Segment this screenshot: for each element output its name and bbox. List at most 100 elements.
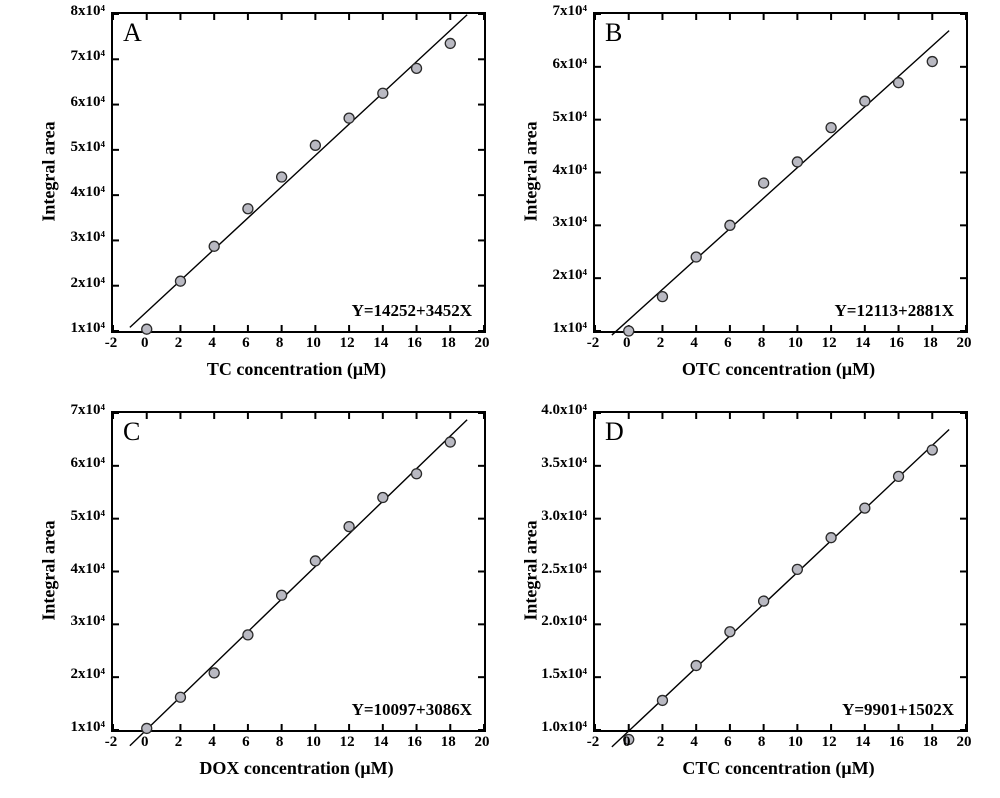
plot-frame (593, 411, 968, 732)
data-marker (412, 63, 422, 73)
y-tick-label: 6x10⁴ (71, 94, 106, 111)
x-tick-label: 0 (133, 734, 157, 751)
data-marker (657, 695, 667, 705)
plot-frame (111, 12, 486, 333)
data-marker (725, 220, 735, 230)
data-marker (243, 630, 253, 640)
y-tick-label: 1.5x10⁴ (541, 666, 587, 683)
x-axis-label: TC concentration (μM) (111, 359, 482, 380)
y-tick-label: 2.0x10⁴ (541, 613, 587, 630)
y-tick-label: 3x10⁴ (71, 613, 106, 630)
panel-B: -2024681012141618201x10⁴2x10⁴3x10⁴4x10⁴5… (515, 0, 982, 399)
x-tick-label: -2 (581, 734, 605, 751)
panel-C: -2024681012141618201x10⁴2x10⁴3x10⁴4x10⁴5… (33, 399, 500, 798)
data-marker (277, 590, 287, 600)
x-axis-label: CTC concentration (μM) (593, 758, 964, 779)
data-marker (657, 292, 667, 302)
x-tick-label: 6 (234, 335, 258, 352)
y-tick-label: 3x10⁴ (71, 229, 106, 246)
data-marker (310, 140, 320, 150)
data-marker (445, 38, 455, 48)
x-tick-label: 2 (648, 335, 672, 352)
x-tick-label: 10 (783, 734, 807, 751)
y-axis-label: Integral area (39, 121, 60, 221)
x-tick-label: 18 (918, 734, 942, 751)
x-tick-label: 18 (436, 734, 460, 751)
data-marker (142, 324, 152, 334)
x-tick-label: 6 (716, 335, 740, 352)
plot-svg (113, 14, 484, 331)
data-marker (792, 157, 802, 167)
x-tick-label: 12 (817, 335, 841, 352)
y-tick-label: 1x10⁴ (71, 320, 106, 337)
x-tick-label: 4 (200, 335, 224, 352)
plot-frame (111, 411, 486, 732)
fit-line (612, 31, 949, 335)
x-tick-label: 2 (648, 734, 672, 751)
y-tick-label: 8x10⁴ (71, 3, 106, 20)
data-marker (927, 445, 937, 455)
x-axis-label: DOX concentration (μM) (111, 758, 482, 779)
x-tick-label: 2 (166, 734, 190, 751)
x-tick-label: 20 (952, 335, 976, 352)
x-tick-label: 4 (682, 734, 706, 751)
y-tick-label: 7x10⁴ (553, 3, 588, 20)
y-tick-label: 1x10⁴ (553, 320, 588, 337)
y-tick-label: 3x10⁴ (553, 214, 588, 231)
x-tick-label: 14 (851, 734, 875, 751)
y-axis-label: Integral area (521, 121, 542, 221)
x-tick-label: 20 (470, 335, 494, 352)
x-tick-label: 20 (470, 734, 494, 751)
data-marker (445, 437, 455, 447)
y-tick-label: 5x10⁴ (553, 109, 588, 126)
data-marker (175, 276, 185, 286)
plot-frame (593, 12, 968, 333)
y-axis-label: Integral area (39, 520, 60, 620)
data-marker (142, 723, 152, 733)
plot-svg (113, 413, 484, 730)
data-marker (344, 113, 354, 123)
x-tick-label: -2 (99, 335, 123, 352)
fit-equation: Y=12113+2881X (835, 301, 955, 321)
x-tick-label: 8 (750, 335, 774, 352)
data-marker (860, 96, 870, 106)
x-tick-label: 18 (436, 335, 460, 352)
panel-letter: A (123, 18, 142, 48)
y-tick-label: 6x10⁴ (71, 455, 106, 472)
x-tick-label: 16 (403, 734, 427, 751)
x-tick-label: 16 (403, 335, 427, 352)
y-tick-label: 2x10⁴ (71, 275, 106, 292)
data-marker (310, 556, 320, 566)
data-marker (243, 204, 253, 214)
x-tick-label: 12 (335, 335, 359, 352)
x-tick-label: 0 (615, 734, 639, 751)
data-marker (691, 252, 701, 262)
data-marker (826, 533, 836, 543)
x-tick-label: 6 (716, 734, 740, 751)
x-tick-label: 12 (817, 734, 841, 751)
x-tick-label: 14 (851, 335, 875, 352)
x-tick-label: 4 (682, 335, 706, 352)
y-tick-label: 4x10⁴ (553, 162, 588, 179)
data-marker (792, 564, 802, 574)
plot-svg (595, 14, 966, 331)
x-tick-label: 8 (750, 734, 774, 751)
data-marker (344, 522, 354, 532)
fit-equation: Y=9901+1502X (842, 700, 954, 720)
x-tick-label: 12 (335, 734, 359, 751)
x-tick-label: 8 (268, 734, 292, 751)
data-marker (209, 668, 219, 678)
y-tick-label: 1.0x10⁴ (541, 719, 587, 736)
data-marker (894, 78, 904, 88)
x-tick-label: 2 (166, 335, 190, 352)
y-tick-label: 4.0x10⁴ (541, 402, 587, 419)
data-marker (759, 178, 769, 188)
x-tick-label: 16 (885, 335, 909, 352)
x-tick-label: 20 (952, 734, 976, 751)
x-tick-label: 10 (783, 335, 807, 352)
x-tick-label: 16 (885, 734, 909, 751)
y-tick-label: 4x10⁴ (71, 184, 106, 201)
data-marker (759, 596, 769, 606)
x-tick-label: 10 (301, 734, 325, 751)
data-marker (725, 627, 735, 637)
